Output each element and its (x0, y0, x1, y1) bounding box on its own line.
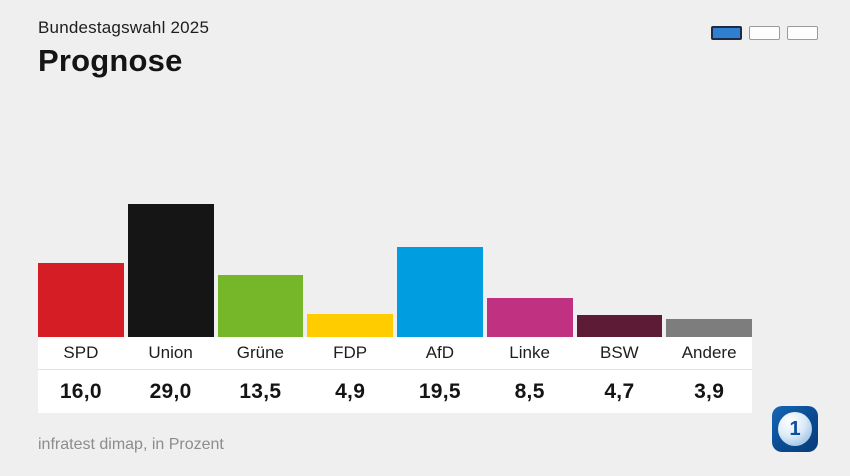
category-label-gruene: Grüne (236, 343, 284, 362)
ard-logo: 1 (772, 406, 818, 452)
bar-afd (397, 247, 483, 337)
category-label-afd: AfD (425, 343, 455, 362)
bar-column-gruene (217, 96, 304, 337)
category-label-bsw: BSW (600, 343, 639, 362)
bar-column-fdp (307, 96, 393, 337)
bar-column-bsw (576, 96, 663, 337)
bar-bsw (576, 315, 663, 337)
bar-column-linke (486, 96, 573, 337)
bar-column-afd (397, 96, 483, 337)
header: Bundestagswahl 2025 Prognose (38, 18, 209, 79)
chart-subtitle: Bundestagswahl 2025 (38, 18, 210, 37)
value-labels-row: 16,0 29,0 13,5 4,9 19,5 8,5 4,7 3,9 (38, 370, 752, 413)
bar-column-spd (38, 96, 124, 337)
category-label-fdp: FDP (333, 343, 368, 362)
page-indicator-2[interactable] (749, 26, 780, 40)
bar-linke (486, 297, 573, 337)
bar-andere (666, 319, 752, 337)
category-labels-row: SPD Union Grüne FDP AfD Linke BSW Andere (38, 337, 752, 370)
value-label-andere: 3,9 (694, 379, 725, 403)
bar-union (127, 203, 214, 337)
category-label-union: Union (148, 343, 193, 362)
page-title: Prognose (38, 43, 183, 78)
page-indicator-1[interactable] (711, 26, 742, 40)
category-label-linke: Linke (509, 343, 550, 362)
value-label-union: 29,0 (149, 379, 192, 403)
bar-column-union (127, 96, 214, 337)
bar-column-andere (666, 96, 752, 337)
value-label-linke: 8,5 (514, 379, 545, 403)
page-indicator-3[interactable] (787, 26, 818, 40)
ard-logo-globe: 1 (778, 412, 812, 446)
category-label-andere: Andere (681, 343, 737, 362)
category-label-spd: SPD (63, 343, 99, 362)
value-label-fdp: 4,9 (335, 379, 366, 403)
bar-gruene (217, 274, 304, 337)
value-label-bsw: 4,7 (604, 379, 635, 403)
value-label-gruene: 13,5 (239, 379, 282, 403)
page-indicator-group (711, 26, 818, 40)
bar-fdp (307, 314, 393, 337)
bar-spd (38, 263, 124, 337)
value-label-spd: 16,0 (59, 379, 102, 403)
chart-table: SPD Union Grüne FDP AfD Linke BSW Andere… (38, 337, 752, 413)
value-label-afd: 19,5 (418, 379, 461, 403)
source-note: infratest dimap, in Prozent (38, 436, 224, 453)
bar-chart (38, 96, 752, 337)
